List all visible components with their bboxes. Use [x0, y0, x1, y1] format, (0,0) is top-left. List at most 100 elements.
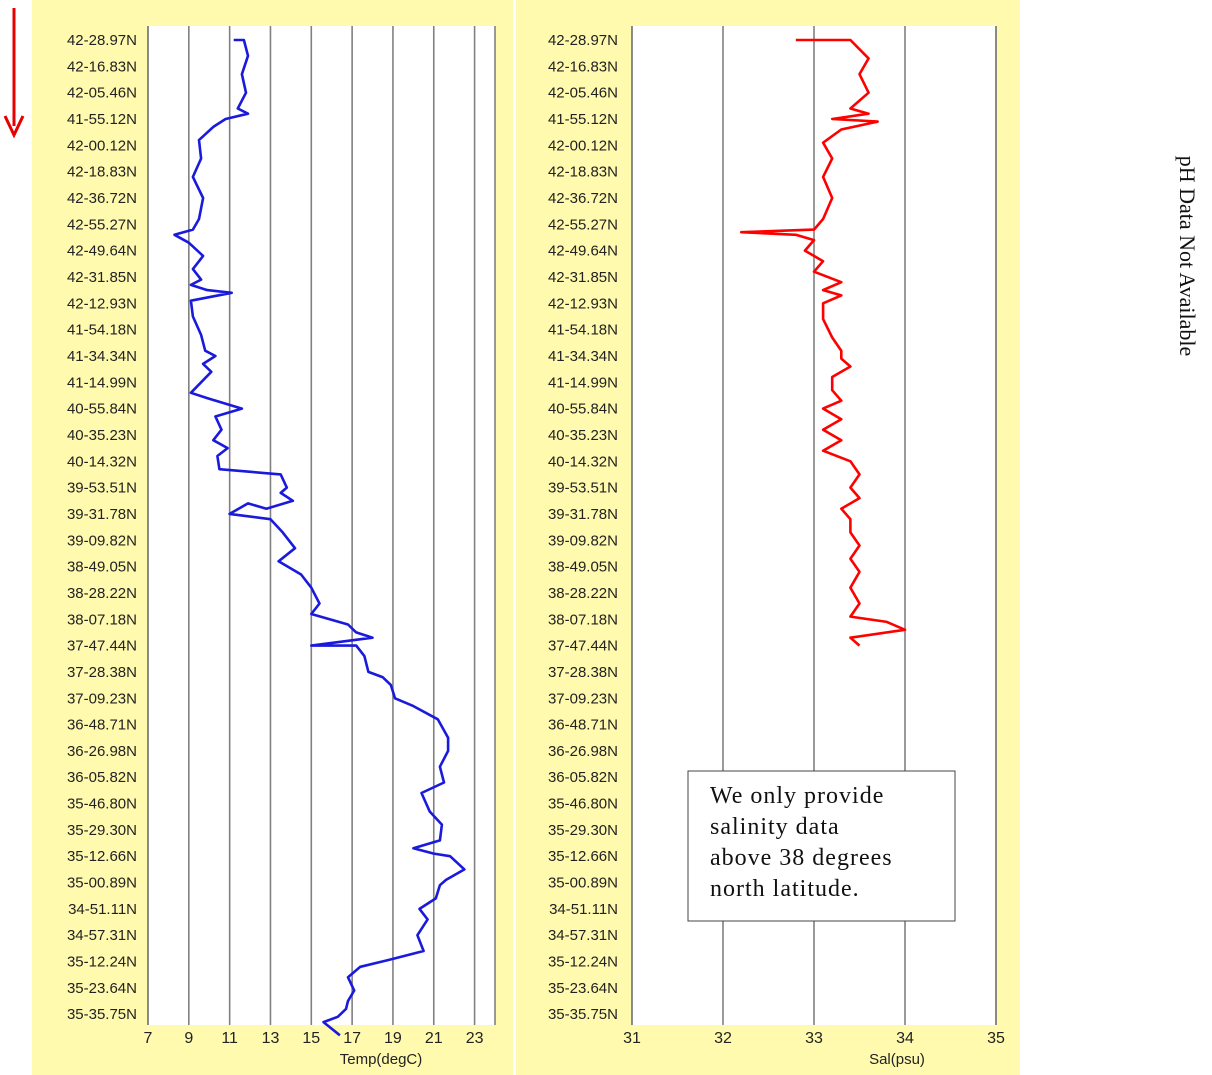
sal-y-tick-label: 36-05.82N [548, 769, 618, 786]
sal-series [739, 38, 907, 647]
temp-y-tick-label: 38-49.05N [67, 559, 137, 576]
temp-y-tick-label: 42-16.83N [67, 58, 137, 75]
sal-y-tick-label: 34-51.11N [549, 901, 618, 918]
temp-y-tick-label: 35-12.66N [67, 848, 137, 865]
sal-y-tick-label: 35-12.66N [548, 848, 618, 865]
sal-y-tick-label: 42-31.85N [548, 269, 618, 286]
temp-y-tick-label: 37-28.38N [67, 664, 137, 681]
sal-y-tick-label: 39-31.78N [548, 506, 618, 523]
temp-y-tick-label: 41-55.12N [67, 111, 137, 128]
temp-y-tick-label: 38-07.18N [67, 611, 137, 628]
temp-y-tick-label: 39-53.51N [67, 480, 137, 497]
sal-y-tick-label: 41-14.99N [548, 374, 618, 391]
temp-series [173, 38, 466, 1037]
temp-y-tick-label: 36-05.82N [67, 769, 137, 786]
temp-y-tick-label: 36-48.71N [67, 717, 137, 734]
temp-x-axis-label: Temp(degC) [340, 1051, 423, 1068]
sal-y-tick-label: 35-00.89N [548, 875, 618, 892]
sal-y-tick-label: 34-57.31N [548, 927, 618, 944]
sal-y-tick-label: 41-34.34N [548, 348, 618, 365]
temp-y-tick-label: 35-29.30N [67, 822, 137, 839]
sal-x-tick-label: 32 [714, 1030, 732, 1047]
temp-y-tick-label: 35-00.89N [67, 875, 137, 892]
temp-y-tick-label: 42-18.83N [67, 164, 137, 181]
sal-y-tick-label: 42-12.93N [548, 295, 618, 312]
temp-x-tick-label: 11 [221, 1030, 238, 1047]
sal-y-tick-label: 37-09.23N [548, 690, 618, 707]
temp-y-tick-label: 42-31.85N [67, 269, 137, 286]
sal-y-tick-label: 35-29.30N [548, 822, 618, 839]
temp-plot-area [148, 26, 495, 1025]
temp-y-tick-label: 42-49.64N [67, 243, 137, 260]
temp-y-tick-label: 41-14.99N [67, 374, 137, 391]
sal-y-tick-labels: 42-28.97N 42-16.83N 42-05.46N 41-55.12N 42-0… [548, 32, 618, 1023]
sal-x-tick-label: 33 [805, 1030, 823, 1047]
temp-y-tick-label: 37-47.44N [67, 638, 137, 655]
sal-y-tick-label: 42-18.83N [548, 164, 618, 181]
temp-y-tick-label: 35-46.80N [67, 796, 137, 813]
sal-y-tick-label: 42-28.97N [548, 32, 618, 49]
note-line: north latitude. [710, 876, 860, 902]
sal-y-tick-label: 42-55.27N [548, 216, 618, 233]
temp-y-tick-label: 39-09.82N [67, 532, 137, 549]
sal-y-tick-label: 37-47.44N [548, 638, 618, 655]
sal-y-tick-label: 41-55.12N [548, 111, 618, 128]
temp-y-tick-label: 34-57.31N [67, 927, 137, 944]
temp-y-tick-label: 42-00.12N [67, 137, 137, 154]
temp-y-tick-label: 41-34.34N [67, 348, 137, 365]
note-line: We only provide [710, 783, 884, 809]
temp-x-tick-label: 21 [425, 1030, 443, 1047]
sal-y-tick-label: 35-35.75N [548, 1006, 618, 1023]
temp-y-tick-label: 38-28.22N [67, 585, 137, 602]
direction-arrow-icon [3, 8, 25, 139]
temp-x-tick-label: 23 [466, 1030, 484, 1047]
temp-y-tick-label: 35-23.64N [67, 980, 137, 997]
ph-unavailable-text: pH Data Not Available [1175, 156, 1200, 357]
sal-y-tick-label: 38-49.05N [548, 559, 618, 576]
sal-y-tick-label: 42-16.83N [548, 58, 618, 75]
temp-y-tick-label: 42-28.97N [67, 32, 137, 49]
sal-y-tick-label: 35-46.80N [548, 796, 618, 813]
temp-series-line [173, 38, 466, 1037]
sal-y-tick-label: 40-35.23N [548, 427, 618, 444]
temp-x-tick-label: 17 [343, 1030, 361, 1047]
note-box [687, 770, 956, 922]
temp-y-tick-label: 34-51.11N [68, 901, 137, 918]
temp-y-tick-label: 42-12.93N [67, 295, 137, 312]
temp-y-tick-label: 35-35.75N [67, 1006, 137, 1023]
temp-x-tick-labels: 7 9 11 13 15 17 19 21 23 [144, 1030, 484, 1047]
sal-y-tick-label: 41-54.18N [548, 322, 618, 339]
sal-y-tick-label: 42-49.64N [548, 243, 618, 260]
sal-series-line [739, 38, 907, 647]
sal-y-tick-label: 35-23.64N [548, 980, 618, 997]
sal-y-tick-label: 35-12.24N [548, 954, 618, 971]
note-line: salinity data [710, 814, 840, 840]
sal-y-tick-label: 37-28.38N [548, 664, 618, 681]
sal-y-tick-label: 36-48.71N [548, 717, 618, 734]
sal-y-tick-label: 42-00.12N [548, 137, 618, 154]
temp-x-tick-label: 7 [144, 1030, 153, 1047]
sal-x-tick-label: 35 [987, 1030, 1005, 1047]
sal-y-tick-label: 42-36.72N [548, 190, 618, 207]
temp-y-tick-label: 40-14.32N [67, 453, 137, 470]
temp-y-tick-label: 42-55.27N [67, 216, 137, 233]
sal-y-tick-label: 39-53.51N [548, 480, 618, 497]
sal-y-tick-label: 38-07.18N [548, 611, 618, 628]
temp-x-tick-label: 13 [262, 1030, 280, 1047]
temp-y-tick-label: 37-09.23N [67, 690, 137, 707]
sal-y-tick-label: 38-28.22N [548, 585, 618, 602]
temp-y-tick-label: 39-31.78N [67, 506, 137, 523]
sal-y-tick-label: 36-26.98N [548, 743, 618, 760]
temp-y-tick-label: 40-55.84N [67, 401, 137, 418]
sal-x-tick-label: 34 [896, 1030, 914, 1047]
temp-y-tick-label: 40-35.23N [67, 427, 137, 444]
salinity-note: We only provide salinity data above 38 d… [687, 770, 956, 922]
sal-y-tick-label: 40-14.32N [548, 453, 618, 470]
sal-x-axis-label: Sal(psu) [869, 1051, 925, 1068]
temp-x-tick-label: 15 [302, 1030, 320, 1047]
sal-x-tick-labels: 31 32 33 34 35 [623, 1030, 1005, 1047]
temp-y-tick-label: 36-26.98N [67, 743, 137, 760]
temp-x-tick-label: 9 [184, 1030, 193, 1047]
sal-y-tick-label: 39-09.82N [548, 532, 618, 549]
